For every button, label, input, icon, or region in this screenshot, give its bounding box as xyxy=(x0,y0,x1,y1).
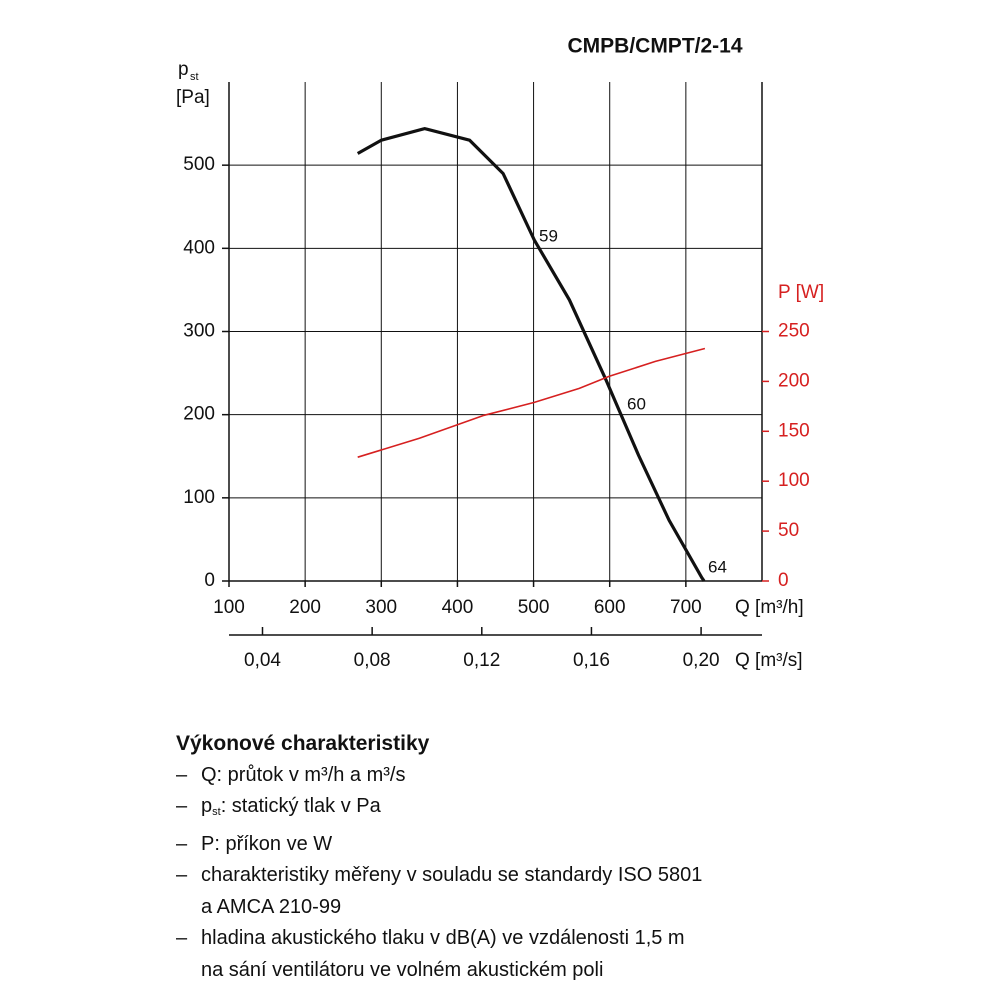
note-line: Q: průtok v m³/h a m³/s xyxy=(201,760,702,792)
note-text: charakteristiky měřeny v souladu se stan… xyxy=(201,864,703,886)
y-tick-label: 0 xyxy=(204,570,215,591)
x-tick-label: 300 xyxy=(365,597,397,618)
series-line xyxy=(357,347,706,458)
notes: Výkonové charakteristiky – Q: průtok v m³… xyxy=(176,728,702,986)
x2-tick-label: 0,20 xyxy=(683,650,720,671)
y-axis-label: p xyxy=(178,59,189,80)
y-axis-label-sub: st xyxy=(190,71,199,83)
y2-tick-label: 50 xyxy=(778,520,799,541)
note-dash: – xyxy=(176,927,188,949)
x-tick-label: 700 xyxy=(670,597,702,618)
note-symbol: p xyxy=(201,795,213,817)
annotation: 64 xyxy=(708,557,727,576)
x-tick-label: 100 xyxy=(213,597,245,618)
y2-tick-label: 200 xyxy=(778,370,810,391)
note-text: Q: průtok v m³/h a m³/s xyxy=(201,763,406,786)
x-tick-label: 400 xyxy=(442,597,474,618)
note-dash: – xyxy=(176,832,188,855)
x2-tick-label: 0,12 xyxy=(463,650,500,671)
note-text: : statický tlak v Pa xyxy=(220,795,381,817)
note-symbol-sub: st xyxy=(212,806,221,818)
x-tick-label: 500 xyxy=(518,597,550,618)
y-tick-label: 100 xyxy=(183,487,215,508)
note-text: hladina akustického tlaku v dB(A) ve vzd… xyxy=(201,927,685,949)
y-tick-label: 300 xyxy=(183,321,215,342)
y-tick-label: 500 xyxy=(183,154,215,175)
annotation: 60 xyxy=(627,394,646,413)
note-line: charakteristiky měřeny v souladu se stan… xyxy=(201,860,702,892)
note-item: – charakteristiky měřeny v souladu se sta… xyxy=(176,860,702,923)
x-axis-label: Q [m³/h] xyxy=(735,597,804,618)
note-dash: – xyxy=(176,763,188,786)
note-item: – P: příkon ve W xyxy=(176,829,702,861)
note-text: na sání ventilátoru ve volném akustickém… xyxy=(201,958,604,981)
note-line: na sání ventilátoru ve volném akustickém… xyxy=(201,955,702,987)
note-item: – Q: průtok v m³/h a m³/s xyxy=(176,760,702,792)
x-tick-label: 600 xyxy=(594,597,626,618)
y2-tick-label: 150 xyxy=(778,420,810,441)
x2-tick-label: 0,08 xyxy=(354,650,391,671)
y-tick-label: 200 xyxy=(183,404,215,425)
series-line xyxy=(356,126,706,582)
x2-axis-label: Q [m³/s] xyxy=(735,650,803,671)
x2-tick-label: 0,16 xyxy=(573,650,610,671)
note-item: – pst: statický tlak v Pa xyxy=(176,791,702,829)
y-axis-unit: [Pa] xyxy=(176,87,210,108)
annotation: 59 xyxy=(539,226,558,245)
note-dash: – xyxy=(176,864,188,886)
y2-axis-label: P [W] xyxy=(778,282,824,303)
note-line: a AMCA 210-99 xyxy=(201,892,702,924)
x-tick-label: 200 xyxy=(289,597,321,618)
y2-tick-label: 0 xyxy=(778,570,789,591)
y2-tick-label: 100 xyxy=(778,470,810,491)
note-line: P: příkon ve W xyxy=(201,829,702,861)
chart-title: CMPB/CMPT/2-14 xyxy=(567,35,742,58)
y-tick-label: 400 xyxy=(183,237,215,258)
y2-tick-label: 250 xyxy=(778,321,810,342)
chart: CMPB/CMPT/2-14 p st [Pa] P [W] Q [m³/h] … xyxy=(176,35,824,671)
note-line: hladina akustického tlaku v dB(A) ve vzd… xyxy=(201,923,702,955)
note-line: pst: statický tlak v Pa xyxy=(201,791,702,829)
note-item: – hladina akustického tlaku v dB(A) ve vz… xyxy=(176,923,702,986)
note-dash: – xyxy=(176,795,188,817)
note-text: a AMCA 210-99 xyxy=(201,895,342,918)
note-text: P: příkon ve W xyxy=(201,832,333,855)
x2-tick-label: 0,04 xyxy=(244,650,281,671)
notes-heading: Výkonové charakteristiky xyxy=(176,732,430,755)
